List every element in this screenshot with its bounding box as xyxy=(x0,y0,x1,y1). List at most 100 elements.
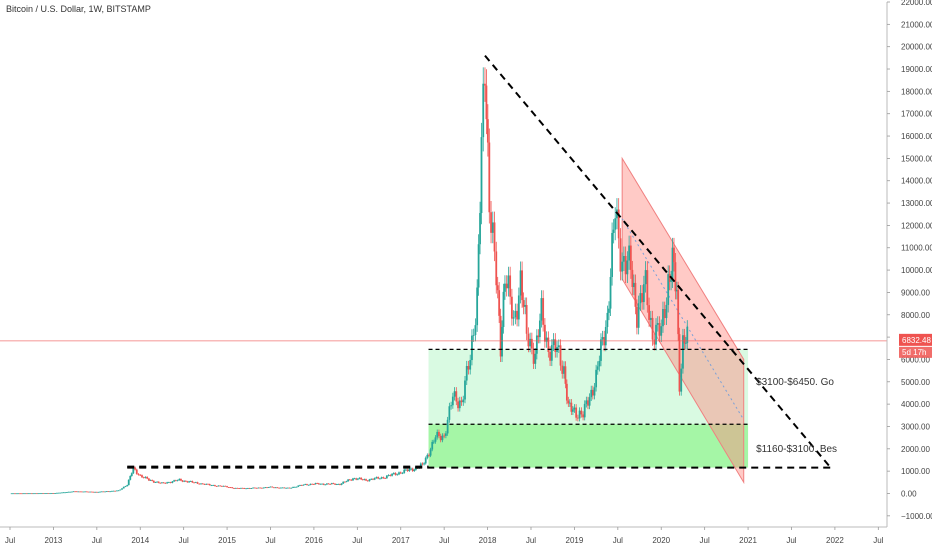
candle-body xyxy=(353,478,356,480)
candle-body xyxy=(559,345,562,366)
candle-body xyxy=(180,478,182,481)
candle-body xyxy=(450,405,453,407)
candle-body xyxy=(255,487,258,489)
candle-body xyxy=(146,476,149,479)
candle-body xyxy=(535,335,538,354)
candle-body xyxy=(295,486,298,488)
candle-body xyxy=(178,478,181,481)
candle-body xyxy=(166,482,169,484)
candle-body xyxy=(25,493,28,495)
candle-body xyxy=(474,325,477,336)
candle-body xyxy=(110,490,113,492)
candle-body xyxy=(637,303,640,328)
candle-body xyxy=(656,323,659,325)
x-tick-label: Jul xyxy=(786,536,796,545)
x-tick-label: Jul xyxy=(92,536,102,545)
candle-body xyxy=(14,493,16,495)
candle-body xyxy=(391,473,393,476)
y-tick-label: 6000.00 xyxy=(901,355,930,364)
candle-body xyxy=(20,493,23,495)
candle-body xyxy=(372,478,374,480)
candle-body xyxy=(628,245,631,261)
candle-body xyxy=(632,282,635,288)
candle-body xyxy=(37,493,40,495)
y-tick-label: 17000.00 xyxy=(901,110,932,119)
candle-body xyxy=(65,492,68,493)
chart-title: Bitcoin / U.S. Dollar, 1W, BITSTAMP xyxy=(6,4,151,14)
candle-body xyxy=(519,270,522,296)
candle-body xyxy=(12,493,15,495)
x-tick-label: Jul xyxy=(352,536,362,545)
candle-body xyxy=(64,492,67,494)
candle-body xyxy=(181,480,184,482)
candle-body xyxy=(567,400,570,404)
x-tick-label: 2014 xyxy=(131,536,149,545)
candle-body xyxy=(174,480,177,482)
candle-body xyxy=(443,435,446,437)
candle-body xyxy=(469,360,472,370)
candle-body xyxy=(490,212,492,233)
candle-body xyxy=(538,320,541,338)
candle-body xyxy=(389,475,392,476)
candle-body xyxy=(365,479,367,481)
candle-body xyxy=(186,481,189,483)
candle-body xyxy=(144,476,147,478)
candle-body xyxy=(507,275,510,289)
candle-body xyxy=(668,274,671,282)
y-tick-label: 20000.00 xyxy=(901,43,932,52)
candle-body xyxy=(455,391,458,402)
y-tick-label: 22000.00 xyxy=(901,0,932,7)
zone-lower-label: $1160-$3100. Bes xyxy=(756,444,837,455)
time-axis[interactable]: Jul 2013 Jul 2014 Jul 2015 Jul 2016 Jul 2017 Jul 20… xyxy=(0,526,887,545)
candle-body xyxy=(149,480,152,481)
candle-body xyxy=(54,493,56,494)
candle-body xyxy=(319,483,322,485)
candle-body xyxy=(665,304,668,319)
y-tick-label: 1000.00 xyxy=(901,467,930,476)
x-tick-label: 2015 xyxy=(218,536,236,545)
candle-body xyxy=(549,351,551,361)
candle-body xyxy=(117,490,120,492)
candle-body xyxy=(509,275,512,297)
price-axis[interactable]: −1000.00 0.00 1000.00 2000.00 3000.00 4000.00… xyxy=(886,0,932,527)
candle-body xyxy=(67,491,70,493)
y-tick-label: 10000.00 xyxy=(901,266,932,275)
candle-body xyxy=(671,247,674,280)
candle-body xyxy=(651,317,654,340)
candle-body xyxy=(57,492,60,494)
x-tick-label: 2022 xyxy=(826,536,844,545)
candle-body xyxy=(401,472,404,474)
candle-body xyxy=(227,487,230,488)
candle-body xyxy=(302,484,305,486)
candle-body xyxy=(358,477,361,479)
candle-body xyxy=(234,487,237,489)
candle-body xyxy=(479,213,481,245)
candle-body xyxy=(245,488,248,490)
candle-body xyxy=(382,477,385,479)
candle-body xyxy=(269,486,272,488)
candle-body xyxy=(196,482,199,484)
annotation-lines: $3100-$6450. Go $1160-$3100. Bes xyxy=(0,54,887,469)
candle-body xyxy=(72,491,75,493)
candle-body xyxy=(257,487,260,489)
candle-body xyxy=(593,387,596,396)
candle-body xyxy=(90,491,93,493)
candle-body xyxy=(471,335,473,361)
candle-body xyxy=(649,317,652,320)
candle-body xyxy=(534,353,537,364)
candle-body xyxy=(411,468,414,472)
candle-body xyxy=(208,484,211,486)
candle-body xyxy=(154,482,157,483)
candle-body xyxy=(109,491,112,493)
candle-body xyxy=(612,229,615,233)
candle-body xyxy=(285,487,288,489)
y-tick-label: 11000.00 xyxy=(901,244,932,253)
candle-body xyxy=(410,468,412,470)
candle-body xyxy=(201,483,204,485)
candle-body xyxy=(525,305,528,334)
candle-body xyxy=(345,481,348,483)
candle-body xyxy=(646,270,649,306)
candle-body xyxy=(276,487,279,489)
y-tick-label: 19000.00 xyxy=(901,65,932,74)
candle-body xyxy=(498,290,501,316)
